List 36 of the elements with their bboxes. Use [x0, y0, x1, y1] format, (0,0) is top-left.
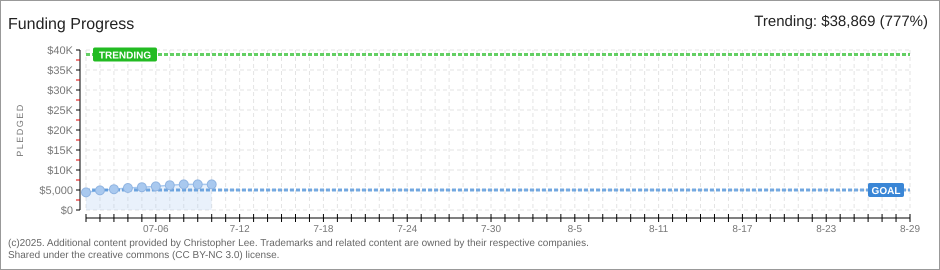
point [192, 179, 203, 190]
chart-subtitle: Trending: $38,869 (777%) [754, 13, 928, 30]
ref-line-label: GOAL [872, 186, 900, 197]
x-tick-label: 8-11 [648, 224, 669, 235]
y-tick-label: $40K [47, 45, 74, 57]
x-tick-label: 7-12 [230, 224, 250, 235]
y-tick-label: $35K [47, 65, 74, 77]
text: (c)2025. Additional content provided by Christopher Lee. Trademarks and related content are owned by their respective companies. [8, 238, 589, 249]
x-tick-label: 07-06 [143, 224, 170, 235]
y-tick-label: $0 [60, 205, 73, 217]
point [81, 187, 91, 198]
x-tick-label: 8-29 [900, 224, 920, 235]
x-tick-label: 7-18 [313, 224, 334, 235]
point [164, 180, 175, 190]
x-tick-label: 8-17 [732, 224, 753, 235]
y-tick-label: $5,000 [39, 185, 73, 197]
y-tick-label: $20K [47, 125, 74, 137]
point [108, 184, 119, 194]
y-tick-label: $30K [47, 85, 74, 97]
text: Shared under the creative commons (CC BY-NC 3.0) license. [8, 250, 280, 261]
x-tick-label: 7-24 [397, 224, 418, 235]
point [94, 185, 105, 196]
y-tick-label: $25K [47, 105, 74, 117]
y-tick-label: $15K [47, 145, 74, 157]
x-tick-label: 8-23 [816, 224, 837, 235]
point [122, 183, 133, 193]
point [178, 179, 189, 190]
point [206, 179, 217, 190]
x-tick-label: 7-30 [481, 224, 502, 235]
ref-line-label: TRENDING [98, 50, 152, 62]
chart-title: Funding Progress [8, 16, 134, 33]
y-tick-label: $10K [47, 165, 74, 177]
point [136, 182, 147, 192]
y-axis-title: PLEDGED [15, 103, 25, 157]
point [150, 181, 161, 192]
x-tick-label: 8-5 [568, 224, 582, 235]
